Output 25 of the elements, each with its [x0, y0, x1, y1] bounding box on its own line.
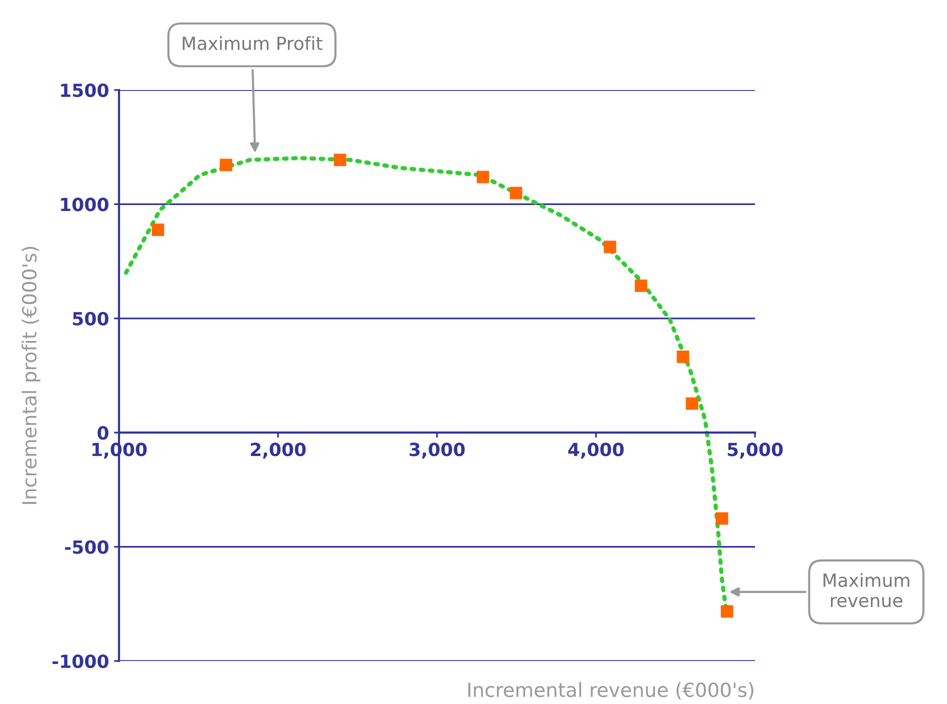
y-tick-label: 500: [72, 312, 108, 326]
y-tick-label: 1000: [61, 198, 108, 212]
text: Maximum Profit: [182, 36, 322, 50]
x-tick-label: 3,000: [410, 442, 465, 459]
point: [676, 350, 690, 363]
point: [604, 240, 616, 254]
x-tick-label: 4,000: [568, 442, 624, 459]
point: [716, 512, 728, 525]
point: [634, 280, 648, 292]
point: [720, 605, 734, 618]
y-axis-title: Incremental profit (€000's): [22, 246, 40, 504]
x-tick-label: 2,000: [250, 442, 306, 459]
point: [686, 397, 698, 410]
text: Maximum revenue: [824, 573, 910, 608]
y-tick-label: 0: [98, 426, 108, 440]
point: [152, 224, 164, 236]
point: [334, 154, 346, 166]
point: [476, 170, 490, 184]
y-tick-label: -500: [65, 540, 108, 554]
x-tick-label: 5,000: [728, 442, 783, 459]
y-tick-label: -1000: [52, 654, 108, 668]
point: [510, 186, 522, 200]
x-axis-title: Incremental revenue (€000's): [468, 682, 754, 700]
point: [220, 158, 232, 172]
y-tick-label: 1500: [61, 83, 108, 98]
